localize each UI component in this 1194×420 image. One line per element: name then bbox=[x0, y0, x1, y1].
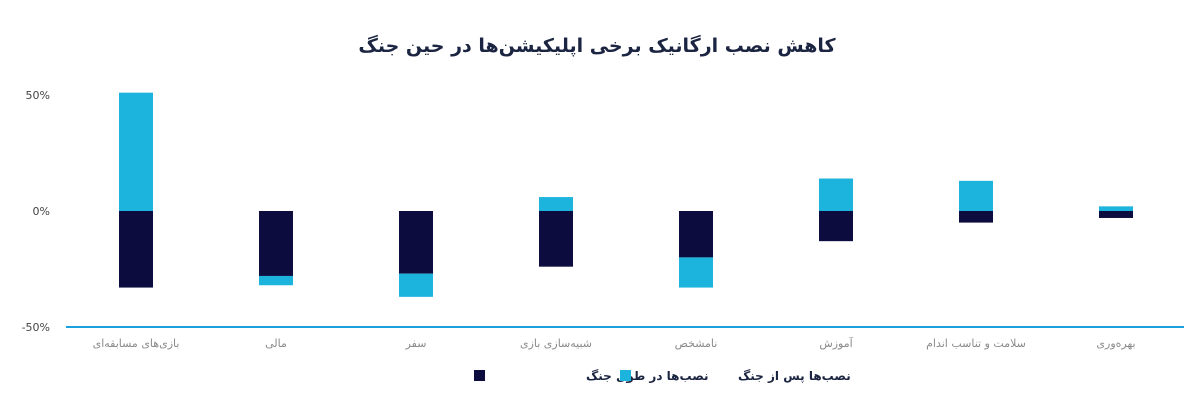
bar-series-1-3 bbox=[399, 211, 433, 274]
x-tick-label: بازی‌های مسابقه‌ای bbox=[93, 337, 180, 350]
y-tick-label: 0% bbox=[33, 205, 50, 218]
bar-series-1-1 bbox=[119, 211, 153, 288]
x-tick-label: بهره‌وری bbox=[1096, 337, 1135, 350]
legend-label-1: نصب‌ها در طول جنگ bbox=[586, 369, 709, 384]
bar-series-2-4 bbox=[539, 197, 573, 211]
y-tick-label: -50% bbox=[22, 321, 50, 334]
x-tick-label: شبیه‌سازی بازی bbox=[520, 337, 592, 350]
bar-series-2-1 bbox=[119, 92, 153, 211]
legend-swatch-2 bbox=[620, 370, 631, 381]
y-tick-label: 50% bbox=[26, 89, 50, 102]
x-tick-label: مالی bbox=[265, 337, 287, 350]
bar-series-2-3 bbox=[399, 273, 433, 297]
bar-series-2-7 bbox=[959, 180, 993, 211]
bar-series-2-8 bbox=[1099, 206, 1133, 211]
bar-series-1-8 bbox=[1099, 211, 1133, 218]
bar-series-2-5 bbox=[679, 257, 713, 288]
bar-series-1-6 bbox=[819, 211, 853, 242]
x-tick-label: سفر bbox=[405, 337, 427, 350]
bar-series-1-4 bbox=[539, 211, 573, 267]
x-tick-label: سلامت و تناسب اندام bbox=[926, 337, 1026, 350]
chart-title: کاهش نصب ارگانیک برخی اپلیکیشن‌ها در حین… bbox=[358, 34, 836, 57]
legend-label-2: نصب‌ها پس از جنگ bbox=[738, 369, 851, 383]
x-tick-label: آموزش bbox=[819, 336, 853, 350]
bar-series-1-7 bbox=[959, 211, 993, 223]
legend-swatch-1 bbox=[474, 370, 485, 381]
bar-series-1-2 bbox=[259, 211, 293, 276]
bar-series-2-6 bbox=[819, 178, 853, 211]
bar-series-1-5 bbox=[679, 211, 713, 258]
x-tick-label: نامشخص bbox=[675, 337, 718, 350]
bar-series-2-2 bbox=[259, 275, 293, 286]
